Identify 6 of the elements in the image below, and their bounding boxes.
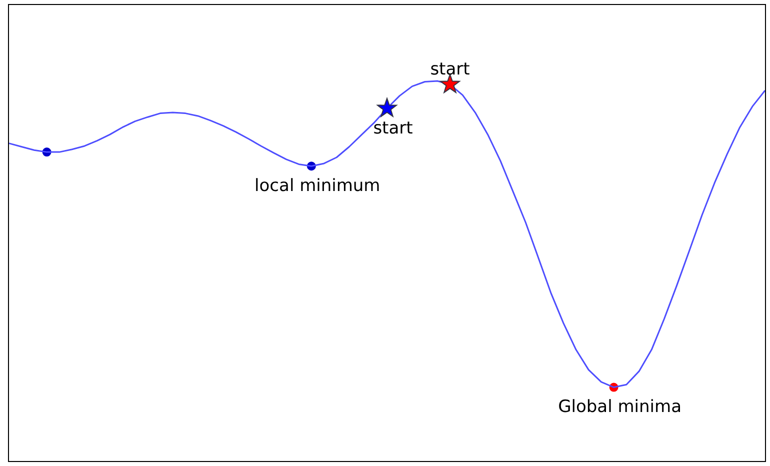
series-label: start xyxy=(373,118,414,138)
series-label: local minimum xyxy=(254,176,380,196)
point xyxy=(376,98,398,117)
series-label: start xyxy=(430,59,470,80)
point xyxy=(440,74,460,94)
series-label: Global minima xyxy=(558,397,682,418)
